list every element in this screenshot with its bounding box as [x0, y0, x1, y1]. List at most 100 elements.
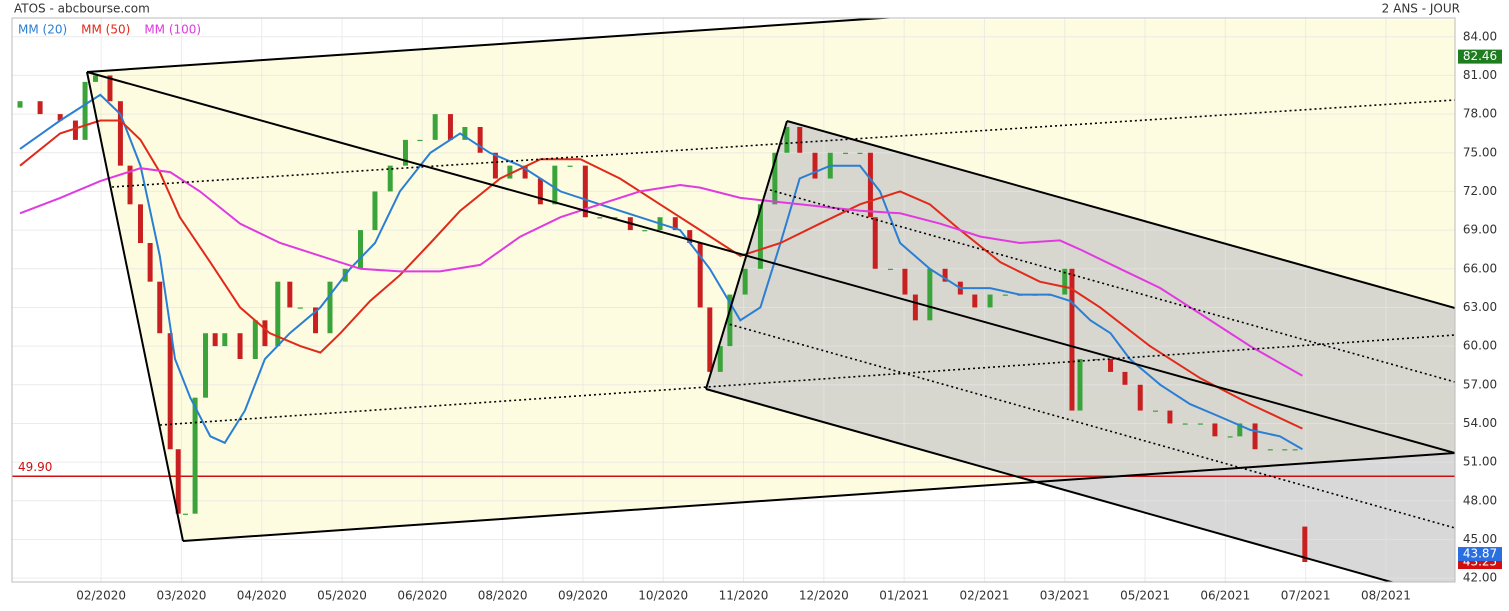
- ma-line: [19, 119, 1303, 430]
- y-tick-label: 42.00: [1463, 571, 1497, 585]
- candle-body: [687, 230, 693, 243]
- candle-body: [1252, 423, 1258, 450]
- y-tick-label: 48.00: [1463, 493, 1497, 507]
- candle-body: [192, 397, 198, 514]
- candle-body: [1182, 423, 1188, 425]
- y-tick-label: 63.00: [1463, 300, 1497, 314]
- candle-body: [672, 217, 678, 231]
- candle-body: [912, 294, 918, 321]
- candle-body: [492, 152, 498, 179]
- candle-body: [1167, 410, 1173, 424]
- candle-body: [582, 165, 588, 218]
- candle-body: [987, 294, 993, 308]
- trend-line: [705, 120, 788, 390]
- price-tag-label: 82.46: [1463, 49, 1497, 63]
- y-tick-label: 72.00: [1463, 184, 1497, 198]
- candle-body: [727, 294, 733, 347]
- candle-body: [1212, 423, 1218, 437]
- reference-label: 49.90: [18, 460, 52, 474]
- candle-body: [262, 320, 268, 347]
- candle-body: [707, 307, 713, 372]
- trend-line: [705, 388, 1395, 582]
- trend-line: [182, 452, 1455, 542]
- trend-line: [111, 99, 1455, 188]
- candle-body: [642, 230, 648, 232]
- x-tick-label: 07/2021: [1281, 589, 1331, 603]
- candle-body: [327, 281, 333, 334]
- candle-body: [182, 513, 188, 515]
- candle-body: [1002, 294, 1008, 296]
- trend-line: [159, 334, 1455, 426]
- price-tag: [1458, 49, 1502, 64]
- price-tag: [1458, 547, 1502, 562]
- candle-body: [857, 152, 863, 154]
- x-tick-label: 09/2020: [558, 589, 608, 603]
- candle-body: [1092, 359, 1098, 361]
- candle-body: [1197, 423, 1203, 425]
- price-tag-label: 43.87: [1463, 547, 1497, 561]
- candle-body: [942, 268, 948, 282]
- candle-body: [313, 307, 319, 334]
- legend-entry: MM (20): [18, 23, 67, 37]
- candle-body: [212, 333, 218, 347]
- candle-body: [1267, 449, 1273, 451]
- candle-body: [372, 191, 378, 231]
- x-tick-label: 03/2020: [157, 589, 207, 603]
- candle-body: [127, 165, 133, 205]
- candle-body: [17, 101, 23, 108]
- candle-body: [772, 152, 778, 205]
- y-tick-label: 54.00: [1463, 416, 1497, 430]
- candle-body: [567, 165, 573, 167]
- candle-body: [147, 242, 153, 282]
- candle-body: [1237, 423, 1243, 437]
- axis: 42.00 45.00 48.00 51.00 54.00 57.00 60.00 63.00…: [76, 29, 1502, 603]
- x-tick-label: 05/2020: [317, 589, 367, 603]
- y-tick-label: 45.00: [1463, 532, 1497, 546]
- candle-body: [93, 75, 99, 82]
- candle-body: [222, 333, 228, 347]
- trend-line: [86, 71, 1455, 454]
- candle-body: [757, 204, 763, 269]
- candle-body: [287, 281, 293, 308]
- x-tick-label: 08/2020: [478, 589, 528, 603]
- candle-body: [1282, 449, 1288, 451]
- trend-line: [786, 120, 1455, 309]
- x-tick-label: 06/2020: [397, 589, 447, 603]
- candle-body: [612, 217, 618, 219]
- candle-body: [237, 333, 243, 360]
- candle-body: [927, 268, 933, 321]
- candle-body: [252, 320, 258, 360]
- candle-body: [175, 449, 181, 514]
- drawings: [86, 18, 1455, 582]
- candle-body: [417, 139, 423, 142]
- candle-body: [784, 126, 790, 153]
- candle-body: [797, 126, 803, 153]
- plot-frame: [11, 17, 1456, 583]
- candle-body: [552, 165, 558, 205]
- y-tick-label: 78.00: [1463, 107, 1497, 121]
- candle-body: [843, 152, 849, 154]
- candle-body: [522, 165, 528, 179]
- x-tick-label: 04/2020: [237, 589, 287, 603]
- candle-body: [1152, 410, 1158, 412]
- candle-body: [447, 114, 453, 140]
- candle-body: [1069, 268, 1075, 411]
- y-tick-label: 57.00: [1463, 377, 1497, 391]
- candle-body: [1302, 526, 1308, 563]
- candle-body: [137, 204, 143, 243]
- candle-body: [697, 242, 703, 308]
- ma-line: [19, 167, 1303, 377]
- candle-body: [167, 333, 173, 450]
- x-tick-label: 10/2020: [638, 589, 688, 603]
- candle-body: [537, 178, 543, 205]
- legend-entry: MM (100): [144, 23, 201, 37]
- candle-body: [117, 101, 123, 166]
- candle-body: [1062, 268, 1068, 295]
- candle-body: [358, 230, 364, 269]
- candle-body: [157, 281, 163, 334]
- candle-body: [597, 217, 603, 219]
- candle-body: [82, 81, 88, 140]
- y-tick-label: 81.00: [1463, 68, 1497, 82]
- trend-line: [724, 322, 1455, 529]
